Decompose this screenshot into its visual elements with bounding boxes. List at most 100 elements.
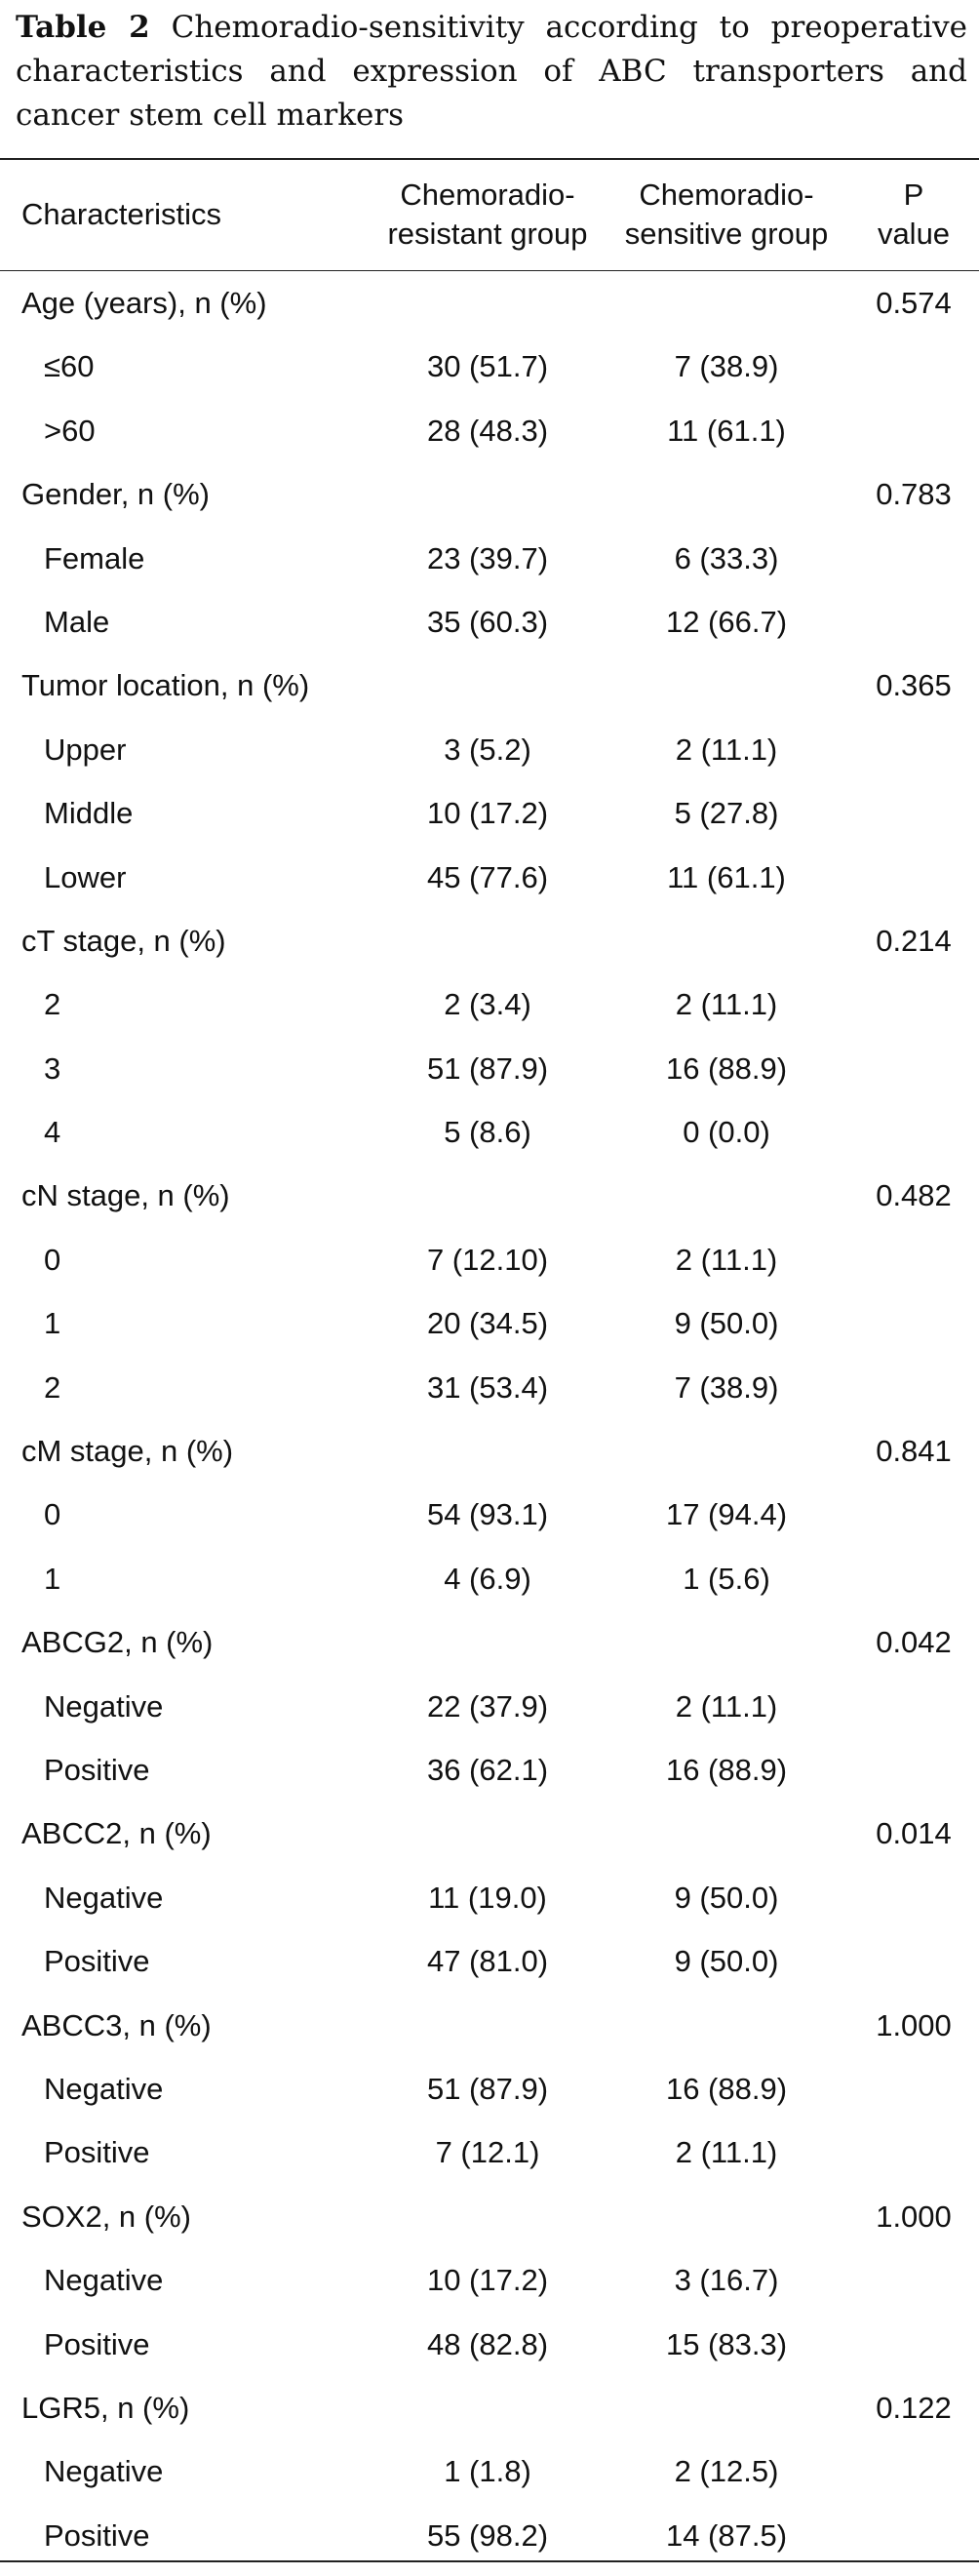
sensitive-value: 0 (0.0) [683,1115,770,1150]
row-label: Positive [44,2517,150,2553]
table-row: 2 31 (53.4) 7 (38.9) [0,1356,979,1419]
table-header-rule [0,270,979,271]
row-label: cN stage, n (%) [21,1178,230,1213]
table-top-rule [0,158,979,160]
resistant-value: 45 (77.6) [426,859,549,894]
table-row: Lower 45 (77.6) 11 (61.1) [0,846,979,909]
sensitive-value: 16 (88.9) [665,1050,788,1086]
table-row: Negative 10 (17.2) 3 (16.7) [0,2248,979,2312]
sensitive-value: 9 (50.0) [674,1944,779,1979]
row-label: SOX2, n (%) [21,2199,191,2234]
row-label: Positive [44,2135,150,2170]
row-label: 0 [44,1497,61,1532]
resistant-value: 47 (81.0) [426,1944,549,1979]
sensitive-value: 9 (50.0) [674,1306,779,1341]
resistant-value: 54 (93.1) [426,1497,549,1532]
table-row: Negative 11 (19.0) 9 (50.0) [0,1866,979,1929]
table-caption-text: Chemoradio-sensitivity according to preo… [16,10,968,133]
table-row: Positive 47 (81.0) 9 (50.0) [0,1929,979,1993]
resistant-value: 23 (39.7) [426,540,549,575]
sensitive-value: 2 (11.1) [675,732,778,767]
row-label: cM stage, n (%) [21,1434,234,1469]
sensitive-value: 2 (11.1) [675,1242,778,1277]
sensitive-value: 16 (88.9) [665,2071,788,2106]
resistant-value: 20 (34.5) [426,1306,549,1341]
sensitive-value: 11 (61.1) [667,859,786,894]
resistant-value: 4 (6.9) [444,1561,531,1596]
table-row: Upper 3 (5.2) 2 (11.1) [0,718,979,781]
sensitive-value: 16 (88.9) [665,1752,788,1787]
resistant-value: 36 (62.1) [426,1752,549,1787]
table-row: Male 35 (60.3) 12 (66.7) [0,590,979,654]
table-body: Age (years), n (%) 0.574 ≤60 30 (51.7) 7 (38… [0,271,979,2567]
row-label: ABCC2, n (%) [21,1816,212,1851]
row-label: Upper [44,732,127,767]
row-label: Age (years), n (%) [21,286,267,320]
sensitive-value: 5 (27.8) [674,796,779,831]
row-label: 3 [44,1050,61,1086]
table-row-group: Tumor location, n (%) 0.365 [0,654,979,717]
row-label: 2 [44,1369,61,1405]
resistant-value: 51 (87.9) [426,1050,549,1086]
table-row: 3 51 (87.9) 16 (88.9) [0,1037,979,1100]
sensitive-value: 2 (11.1) [675,1688,778,1724]
header-line: P [903,178,924,212]
sensitive-value: 6 (33.3) [674,540,779,575]
row-label: Negative [44,1688,164,1724]
resistant-value: 10 (17.2) [426,2263,549,2298]
sensitive-value: 15 (83.3) [665,2326,788,2361]
resistant-value: 22 (37.9) [426,1688,549,1724]
sensitive-value: 11 (61.1) [667,413,786,448]
header-line: Characteristics [21,197,221,231]
table-row-group: LGR5, n (%) 0.122 [0,2376,979,2439]
p-value: 0.783 [876,477,952,512]
p-value: 0.214 [876,923,952,958]
row-label: Middle [44,796,134,831]
header-line: Chemoradio- [639,178,814,212]
resistant-value: 7 (12.1) [435,2135,540,2170]
resistant-value: 3 (5.2) [444,732,531,767]
row-label: ≤60 [44,349,95,384]
p-value: 1.000 [876,2199,952,2234]
table-bottom-rule [0,2560,979,2562]
sensitive-value: 7 (38.9) [674,349,779,384]
table-row-group: Age (years), n (%) 0.574 [0,271,979,335]
resistant-value: 48 (82.8) [426,2326,549,2361]
header-line: resistant group [387,217,588,251]
table-row: Middle 10 (17.2) 5 (27.8) [0,781,979,845]
row-label: Positive [44,1752,150,1787]
table-row-group: cN stage, n (%) 0.482 [0,1164,979,1227]
row-label: 4 [44,1115,61,1150]
resistant-value: 10 (17.2) [426,796,549,831]
sensitive-value: 12 (66.7) [665,604,788,639]
row-label: Negative [44,2454,164,2489]
table-row: Positive 36 (62.1) 16 (88.9) [0,1738,979,1802]
p-value: 0.014 [876,1816,952,1851]
table-row: 0 7 (12.10) 2 (11.1) [0,1228,979,1291]
header-resistant-group: Chemoradio- resistant group [332,176,644,254]
table-caption: Table 2 Chemoradio-sensitivity according… [16,6,967,138]
resistant-value: 5 (8.6) [444,1115,531,1150]
row-label: Negative [44,2071,164,2106]
sensitive-value: 2 (11.1) [675,987,778,1022]
table-label: Table 2 [16,10,150,45]
table-row-group: cM stage, n (%) 0.841 [0,1419,979,1483]
table-row: Positive 55 (98.2) 14 (87.5) [0,2504,979,2567]
sensitive-value: 7 (38.9) [674,1369,779,1405]
row-label: ABCC3, n (%) [21,2007,212,2042]
row-label: 0 [44,1242,61,1277]
table-row: Female 23 (39.7) 6 (33.3) [0,527,979,590]
resistant-value: 11 (19.0) [428,1880,547,1915]
row-label: 1 [44,1306,61,1341]
resistant-value: 28 (48.3) [426,413,549,448]
table-row-group: Gender, n (%) 0.783 [0,462,979,526]
sensitive-value: 2 (11.1) [675,2135,778,2170]
row-label: Negative [44,2263,164,2298]
table-row-group: ABCC2, n (%) 0.014 [0,1802,979,1865]
p-value: 0.574 [876,286,952,320]
resistant-value: 35 (60.3) [426,604,549,639]
row-label: 1 [44,1561,61,1596]
row-label: Gender, n (%) [21,477,210,512]
table-row-group: ABCC3, n (%) 1.000 [0,1994,979,2057]
p-value: 0.122 [876,2390,952,2425]
